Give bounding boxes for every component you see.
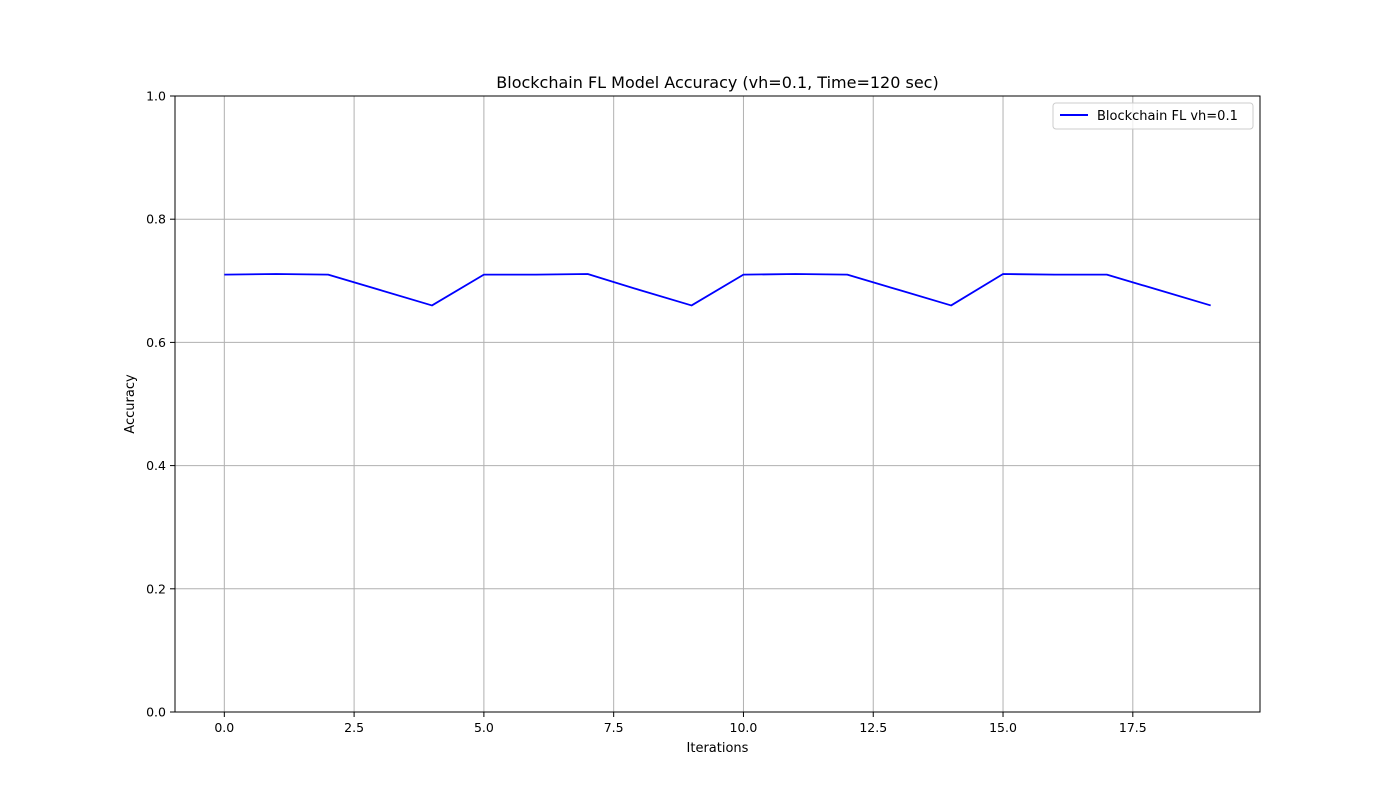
x-tick-label: 12.5: [859, 720, 887, 735]
y-tick-label: 0.6: [146, 335, 166, 350]
y-axis-ticks: 0.0 0.2 0.4 0.6 0.8 1.0: [146, 89, 175, 720]
chart-title: Blockchain FL Model Accuracy (vh=0.1, Ti…: [496, 73, 938, 92]
y-tick-label: 0.2: [146, 581, 166, 596]
x-tick-label: 7.5: [604, 720, 624, 735]
plot-frame: [174, 95, 1261, 713]
y-tick-label: 0.0: [146, 705, 166, 720]
x-tick-label: 10.0: [730, 720, 758, 735]
x-axis-ticks: 0.0 2.5 5.0 7.5 10.0 12.5 15.0 17.5: [214, 712, 1147, 735]
series-layer: [224, 273, 1211, 307]
y-tick-label: 0.4: [146, 458, 166, 473]
x-tick-label: 0.0: [214, 720, 234, 735]
legend-box: [1052, 102, 1254, 130]
y-tick-label: 0.8: [146, 212, 166, 227]
x-axis-label: Iterations: [687, 741, 749, 756]
x-tick-label: 2.5: [344, 720, 364, 735]
series-line: [224, 273, 1211, 307]
x-tick-label: 15.0: [989, 720, 1017, 735]
legend-entry-label: Blockchain FL vh=0.1: [1097, 109, 1238, 124]
x-tick-label: 5.0: [474, 720, 494, 735]
legend: Blockchain FL vh=0.1: [1052, 102, 1254, 130]
y-axis-label: Accuracy: [123, 374, 138, 434]
y-tick-label: 1.0: [146, 89, 166, 104]
x-tick-label: 17.5: [1119, 720, 1147, 735]
